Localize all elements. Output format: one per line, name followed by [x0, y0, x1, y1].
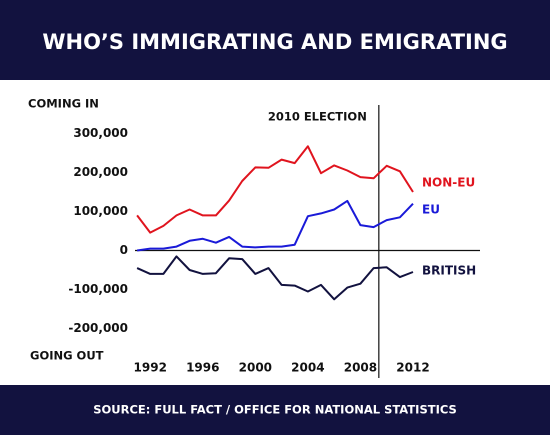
series-line — [136, 145, 414, 234]
x-tick-label: 2008 — [344, 361, 377, 375]
x-tick-label: 2004 — [291, 361, 324, 375]
bottom-label: GOING OUT — [30, 349, 104, 363]
series-line — [136, 255, 414, 301]
y-tick-label: 100,000 — [73, 204, 128, 218]
y-tick-label: 300,000 — [73, 126, 128, 140]
chart-title: WHO’S IMMIGRATING AND EMIGRATING — [42, 30, 507, 54]
series-label: BRITISH — [422, 264, 476, 278]
y-tick-label: 0 — [120, 243, 128, 257]
x-tick-label: 1996 — [186, 361, 219, 375]
footer-bar — [0, 385, 550, 435]
source: SOURCE: FULL FACT / OFFICE FOR NATIONAL … — [93, 403, 457, 417]
x-tick-label: 2000 — [239, 361, 272, 375]
series-line — [136, 199, 414, 252]
y-tick-label: -100,000 — [68, 282, 128, 296]
series-label: EU — [422, 203, 440, 217]
x-tick-label: 1992 — [134, 361, 167, 375]
y-tick-label: -200,000 — [68, 321, 128, 335]
top-label: COMING IN — [28, 97, 99, 111]
header-bar — [0, 0, 550, 80]
series-label: NON-EU — [422, 176, 475, 190]
y-tick-label: 200,000 — [73, 165, 128, 179]
x-tick-label: 2012 — [396, 361, 429, 375]
annotation: 2010 ELECTION — [268, 110, 367, 124]
